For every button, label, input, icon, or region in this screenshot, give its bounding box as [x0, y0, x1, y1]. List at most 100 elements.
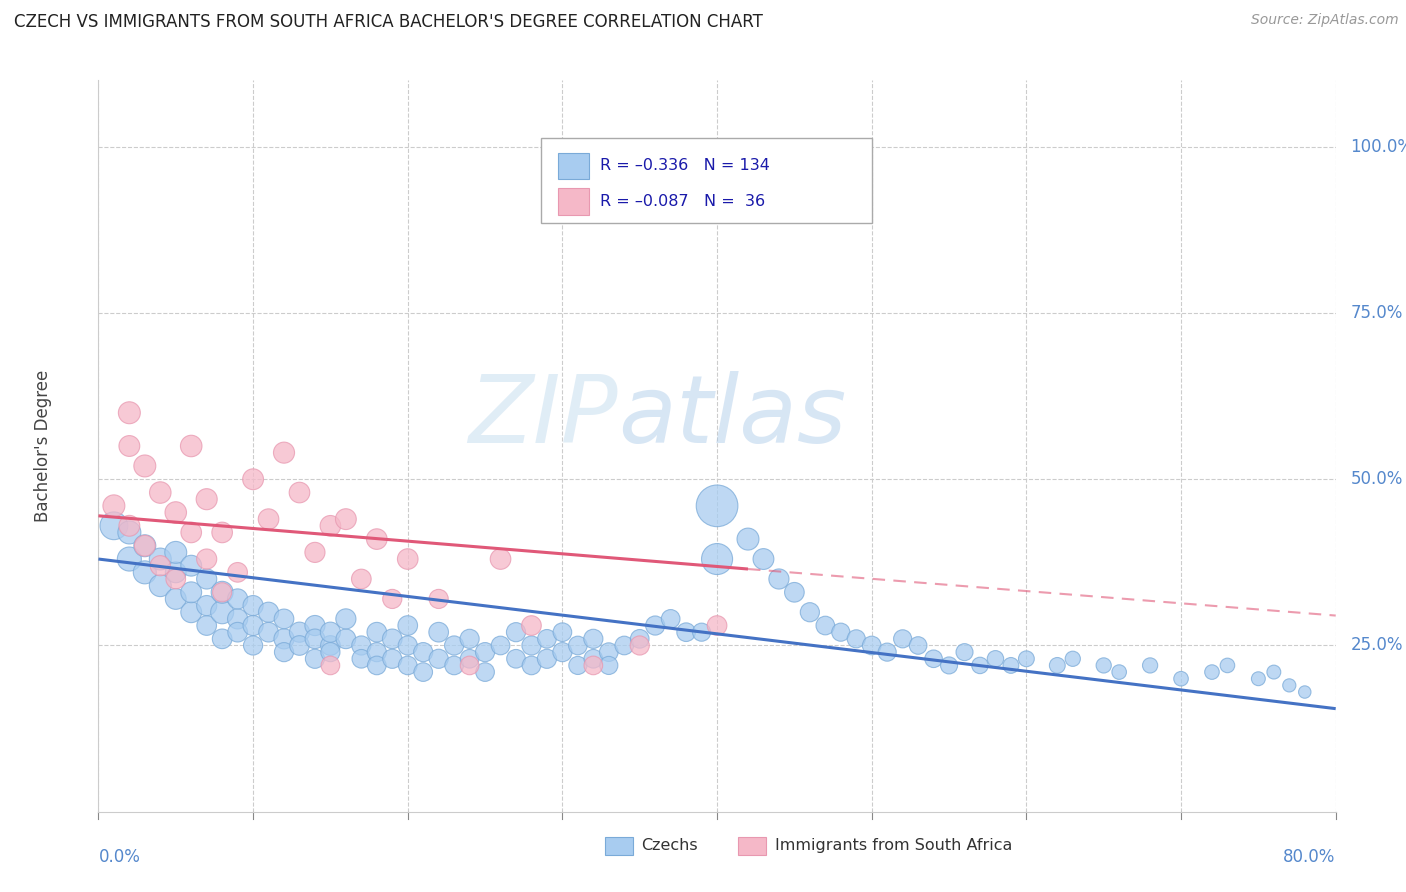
Point	[1278, 678, 1301, 692]
Point	[319, 518, 342, 533]
Point	[366, 532, 388, 546]
Point	[149, 485, 172, 500]
Point	[134, 539, 156, 553]
Point	[118, 406, 141, 420]
Point	[226, 566, 249, 580]
Point	[149, 579, 172, 593]
Point	[273, 632, 295, 646]
Point	[1216, 658, 1239, 673]
Text: R = –0.087   N =  36: R = –0.087 N = 36	[600, 194, 765, 209]
Point	[458, 658, 481, 673]
Point	[1247, 672, 1270, 686]
Point	[381, 632, 404, 646]
Point	[427, 625, 450, 640]
Point	[165, 545, 187, 559]
Point	[257, 625, 280, 640]
Point	[396, 552, 419, 566]
Point	[1263, 665, 1285, 679]
Point	[211, 525, 233, 540]
Point	[505, 625, 527, 640]
Point	[195, 618, 218, 632]
Text: Immigrants from South Africa: Immigrants from South Africa	[775, 838, 1012, 853]
Point	[953, 645, 976, 659]
Point	[567, 658, 589, 673]
Point	[427, 652, 450, 666]
Point	[366, 625, 388, 640]
Point	[938, 658, 960, 673]
Point	[165, 572, 187, 586]
Point	[706, 499, 728, 513]
Point	[582, 658, 605, 673]
Point	[1046, 658, 1069, 673]
Point	[768, 572, 790, 586]
Point	[180, 525, 202, 540]
Point	[381, 591, 404, 606]
Point	[211, 585, 233, 599]
Point	[969, 658, 991, 673]
Point	[319, 625, 342, 640]
Point	[118, 525, 141, 540]
Point	[551, 645, 574, 659]
Text: 50.0%: 50.0%	[1351, 470, 1403, 488]
Point	[412, 645, 434, 659]
Point	[814, 618, 837, 632]
Text: 75.0%: 75.0%	[1351, 304, 1403, 322]
Point	[1000, 658, 1022, 673]
Point	[536, 632, 558, 646]
Point	[195, 572, 218, 586]
Point	[489, 639, 512, 653]
Point	[319, 658, 342, 673]
Point	[845, 632, 868, 646]
Point	[830, 625, 852, 640]
Point	[520, 618, 543, 632]
Point	[659, 612, 682, 626]
Point	[427, 591, 450, 606]
Point	[242, 639, 264, 653]
Point	[257, 605, 280, 619]
Point	[783, 585, 806, 599]
Point	[103, 499, 125, 513]
Point	[273, 645, 295, 659]
Point	[489, 552, 512, 566]
Point	[582, 632, 605, 646]
Point	[598, 645, 620, 659]
Point	[551, 625, 574, 640]
Text: 25.0%: 25.0%	[1351, 637, 1403, 655]
Point	[1108, 665, 1130, 679]
Point	[366, 645, 388, 659]
Point	[396, 658, 419, 673]
Text: 100.0%: 100.0%	[1351, 137, 1406, 156]
Point	[195, 492, 218, 507]
Point	[211, 632, 233, 646]
Point	[876, 645, 898, 659]
Point	[907, 639, 929, 653]
Point	[335, 512, 357, 526]
Point	[180, 605, 202, 619]
Point	[706, 552, 728, 566]
Point	[505, 652, 527, 666]
Point	[319, 645, 342, 659]
Point	[226, 591, 249, 606]
Point	[690, 625, 713, 640]
Point	[211, 605, 233, 619]
Point	[350, 572, 373, 586]
Point	[520, 639, 543, 653]
Point	[350, 652, 373, 666]
Point	[103, 518, 125, 533]
Point	[1201, 665, 1223, 679]
Point	[134, 458, 156, 473]
Point	[922, 652, 945, 666]
Point	[891, 632, 914, 646]
Text: 0.0%: 0.0%	[98, 848, 141, 866]
Point	[288, 625, 311, 640]
Point	[458, 632, 481, 646]
Point	[304, 652, 326, 666]
Point	[134, 539, 156, 553]
Point	[226, 612, 249, 626]
Point	[288, 639, 311, 653]
Point	[350, 639, 373, 653]
Point	[165, 591, 187, 606]
Point	[180, 558, 202, 573]
Point	[304, 632, 326, 646]
Point	[675, 625, 697, 640]
